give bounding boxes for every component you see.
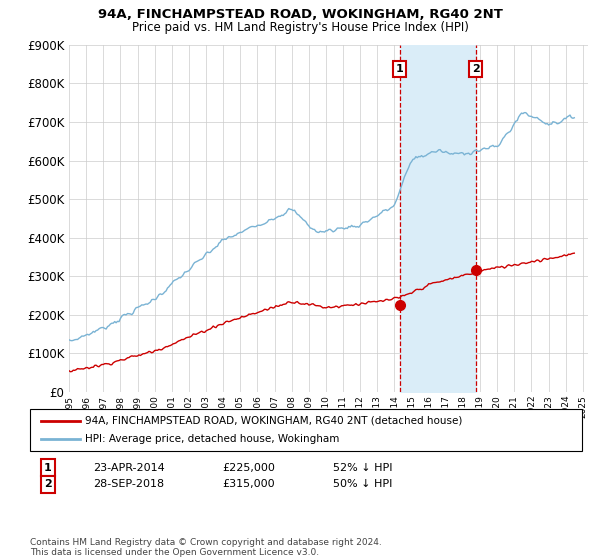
Text: £315,000: £315,000 (222, 479, 275, 489)
FancyBboxPatch shape (30, 409, 582, 451)
Text: 94A, FINCHAMPSTEAD ROAD, WOKINGHAM, RG40 2NT (detached house): 94A, FINCHAMPSTEAD ROAD, WOKINGHAM, RG40… (85, 416, 463, 426)
Text: 52% ↓ HPI: 52% ↓ HPI (333, 463, 392, 473)
Text: 2: 2 (44, 479, 52, 489)
Text: 23-APR-2014: 23-APR-2014 (93, 463, 165, 473)
Text: HPI: Average price, detached house, Wokingham: HPI: Average price, detached house, Woki… (85, 434, 340, 444)
Text: 2: 2 (472, 64, 479, 74)
Text: 1: 1 (44, 463, 52, 473)
Text: 50% ↓ HPI: 50% ↓ HPI (333, 479, 392, 489)
Text: 1: 1 (396, 64, 403, 74)
Text: £225,000: £225,000 (222, 463, 275, 473)
Text: Price paid vs. HM Land Registry's House Price Index (HPI): Price paid vs. HM Land Registry's House … (131, 21, 469, 34)
Text: 28-SEP-2018: 28-SEP-2018 (93, 479, 164, 489)
Text: Contains HM Land Registry data © Crown copyright and database right 2024.
This d: Contains HM Land Registry data © Crown c… (30, 538, 382, 557)
Text: 94A, FINCHAMPSTEAD ROAD, WOKINGHAM, RG40 2NT: 94A, FINCHAMPSTEAD ROAD, WOKINGHAM, RG40… (98, 8, 502, 21)
